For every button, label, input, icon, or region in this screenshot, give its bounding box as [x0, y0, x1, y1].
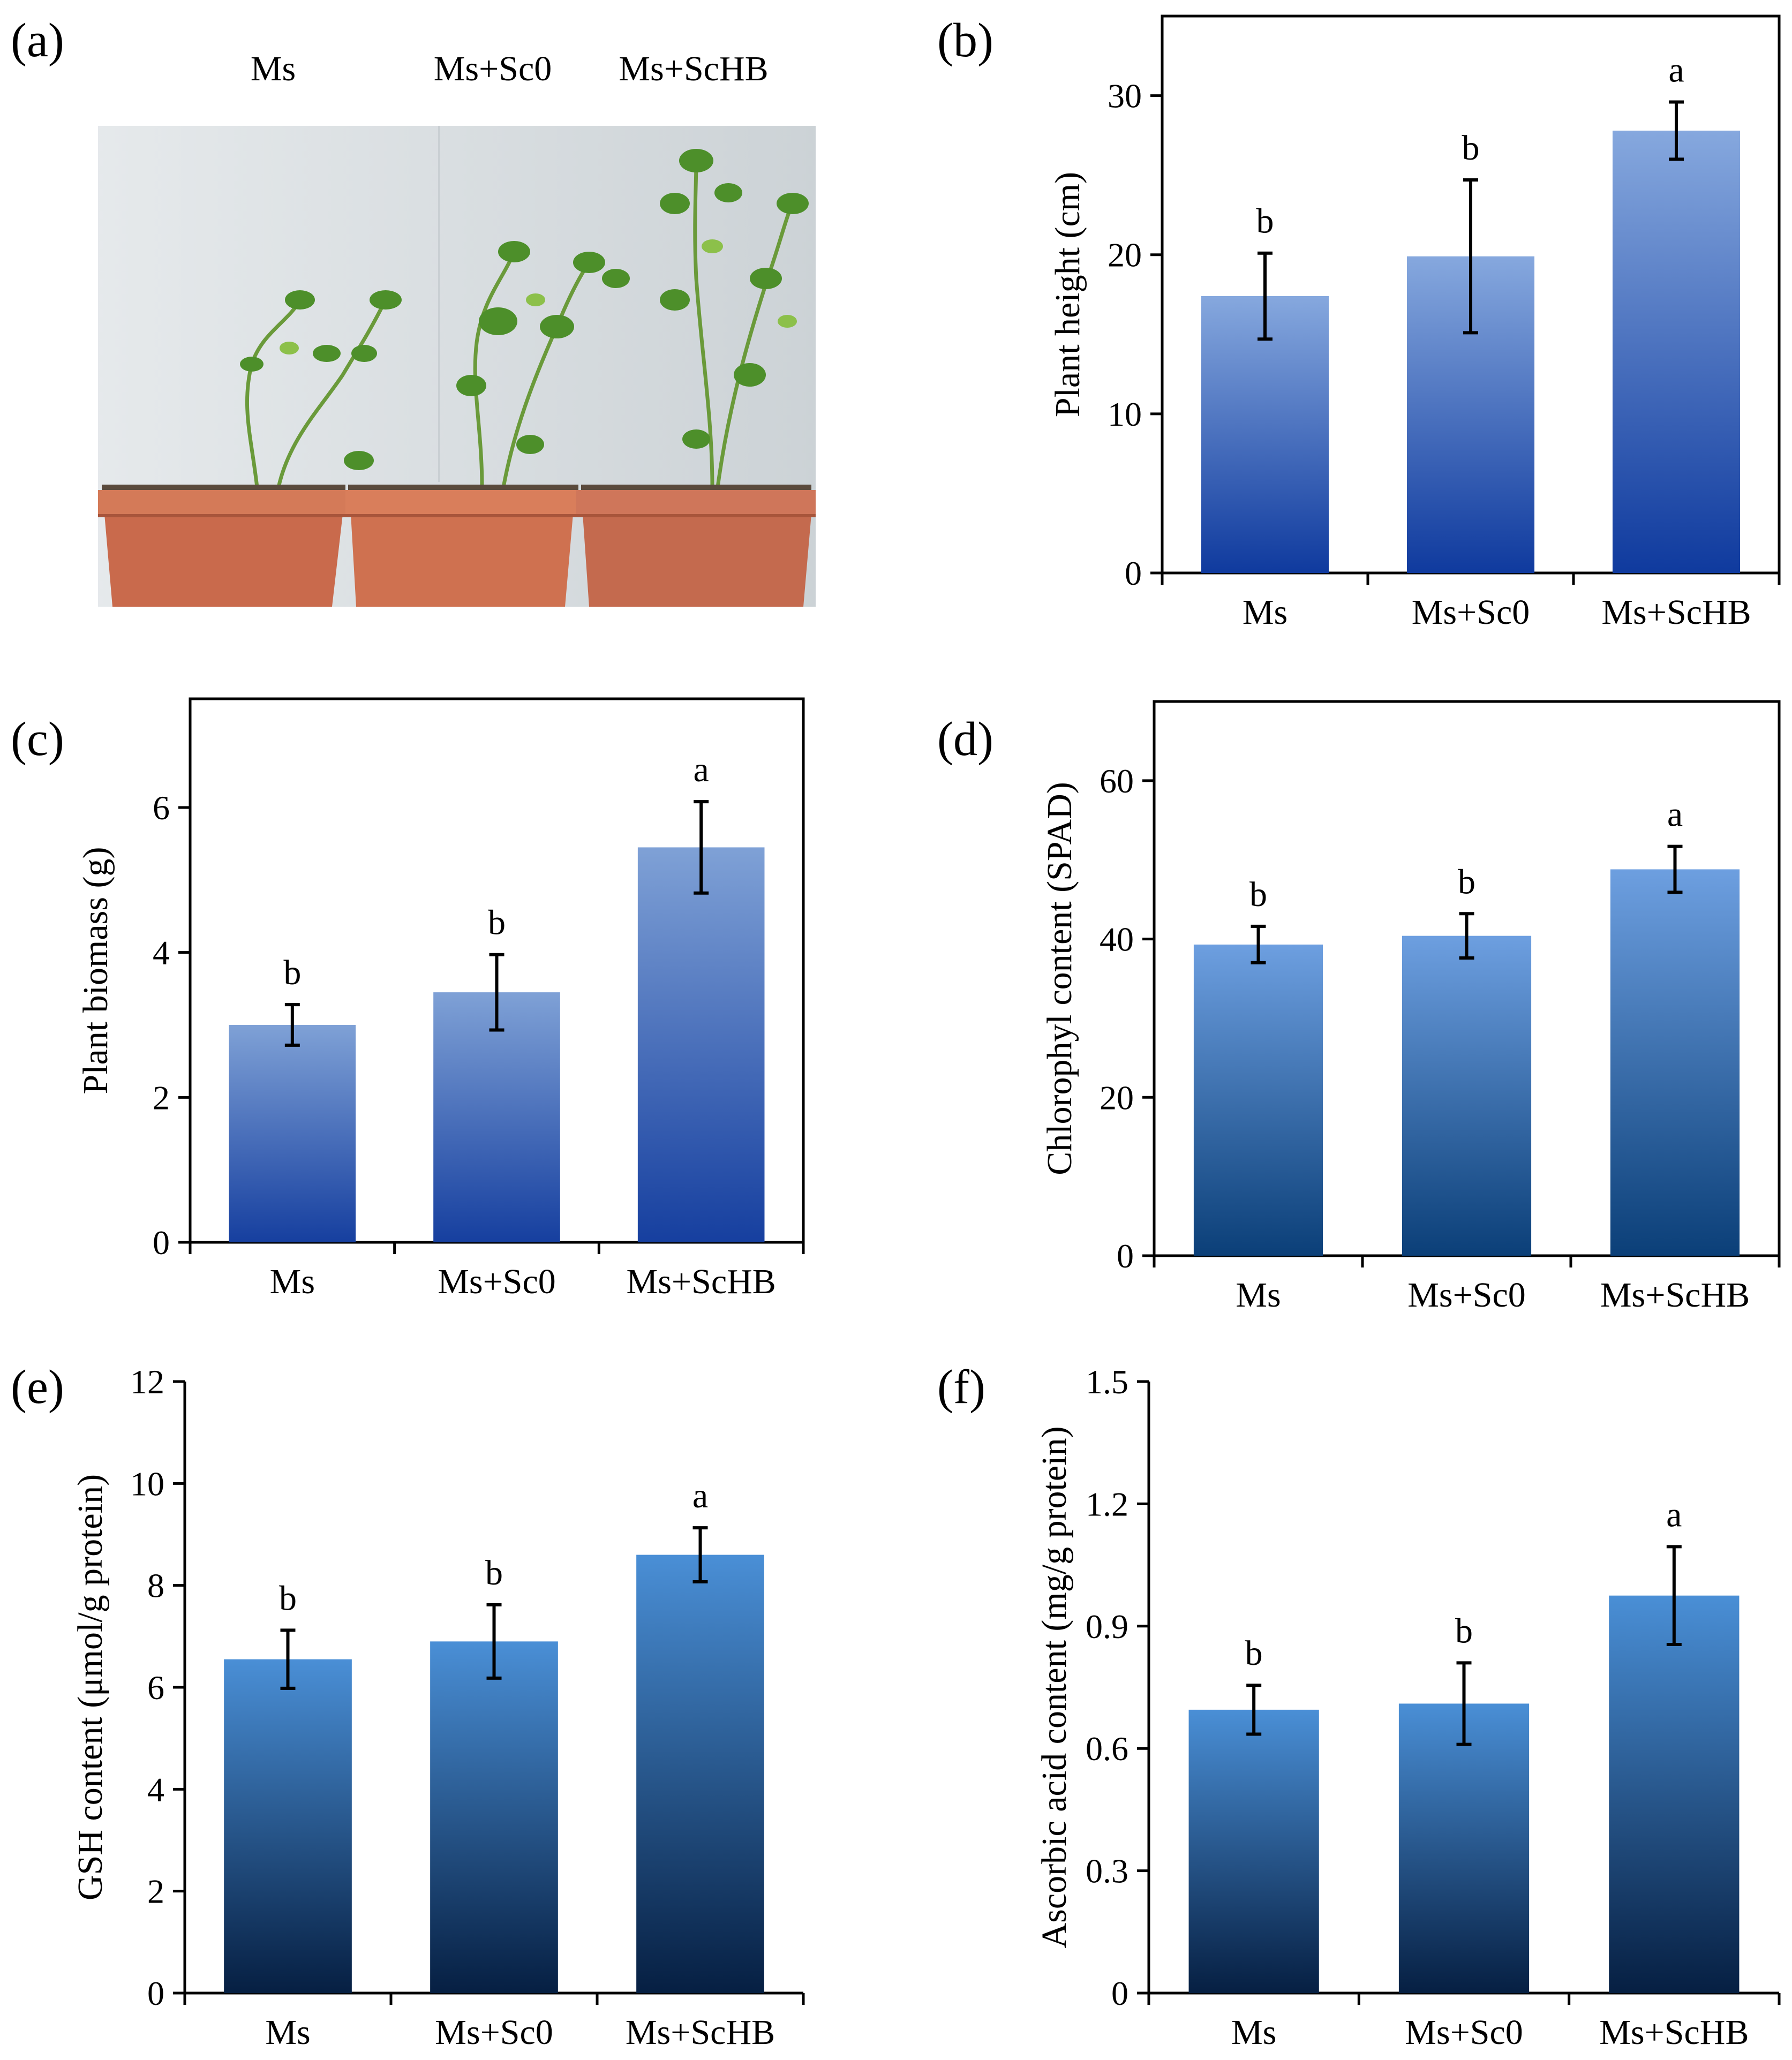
y-tick-label-e: 6 [147, 1669, 164, 1707]
photo-label-ms-sc0: Ms+Sc0 [434, 49, 552, 88]
y-axis-label-d: Chlorophyl content (SPAD) [1040, 782, 1079, 1175]
significance-letter-b-0: b [1256, 202, 1274, 241]
y-tick-label-d: 40 [1100, 920, 1134, 959]
panel-label-d: (d) [937, 713, 993, 766]
y-tick-label-e: 10 [130, 1465, 164, 1503]
y-tick-label-d: 20 [1100, 1078, 1134, 1116]
significance-letter-c-2: a [694, 750, 709, 789]
y-tick-label-f: 1.5 [1086, 1363, 1128, 1401]
potted-alfalfa-plants-photo [98, 126, 816, 607]
panel-a: (a) Ms Ms+Sc0 Ms+ScHB [11, 14, 816, 607]
x-category-label-e-2: Ms+ScHB [626, 2013, 775, 2052]
bar-b-2 [1612, 130, 1741, 573]
y-tick-label-e: 2 [147, 1873, 164, 1911]
x-category-label-f-2: Ms+ScHB [1599, 2013, 1749, 2052]
chart-panel-b: (b) 0 10 20 30 b Ms b Ms+Sc0 a Ms+ScHB Plant height… [937, 14, 1781, 632]
significance-letter-f-2: a [1666, 1495, 1682, 1534]
significance-letter-e-0: b [279, 1579, 297, 1618]
y-tick-label-d: 60 [1100, 762, 1134, 800]
bar-b-0 [1201, 296, 1329, 573]
significance-letter-e-1: b [485, 1553, 503, 1593]
bar-e-1 [430, 1641, 558, 1993]
photo-label-ms-schb: Ms+ScHB [619, 49, 768, 88]
x-category-label-e-1: Ms+Sc0 [435, 2013, 553, 2052]
photo-label-ms: Ms [251, 49, 296, 88]
significance-letter-e-2: a [692, 1476, 708, 1515]
panel-label-f: (f) [937, 1361, 985, 1414]
y-tick-label-d: 0 [1117, 1237, 1134, 1275]
panel-label-e: (e) [11, 1361, 64, 1414]
y-tick-label-e: 0 [147, 1974, 164, 2012]
y-axis-label-f: Ascorbic acid content (mg/g protein) [1035, 1426, 1074, 1948]
y-tick-label-c: 0 [153, 1224, 170, 1262]
y-tick-label-c: 2 [153, 1078, 170, 1116]
y-tick-label-c: 4 [153, 934, 170, 972]
chart-panel-d: (d) 0 20 40 60 b Ms b Ms+Sc0 a Ms+ScHB Chlorophyl c… [937, 700, 1781, 1315]
bar-c-2 [637, 847, 765, 1242]
y-tick-label-e: 12 [130, 1363, 164, 1401]
bar-e-0 [224, 1659, 352, 1993]
y-tick-label-b: 30 [1108, 77, 1142, 115]
y-tick-label-f: 1.2 [1086, 1485, 1128, 1523]
significance-letter-f-1: b [1455, 1611, 1473, 1650]
panel-label-c: (c) [11, 713, 64, 766]
x-category-label-f-1: Ms+Sc0 [1405, 2013, 1523, 2052]
panel-label-b: (b) [937, 14, 993, 67]
y-tick-label-b: 0 [1125, 554, 1142, 592]
x-category-label-c-2: Ms+ScHB [627, 1262, 776, 1301]
y-tick-label-b: 20 [1108, 236, 1142, 274]
x-category-label-d-0: Ms [1236, 1276, 1281, 1315]
y-axis-label-b: Plant height (cm) [1048, 172, 1087, 417]
x-category-label-b-0: Ms [1243, 593, 1287, 632]
bar-c-1 [433, 992, 560, 1242]
y-tick-label-f: 0 [1111, 1974, 1128, 2012]
x-category-label-d-1: Ms+Sc0 [1407, 1276, 1526, 1315]
significance-letter-f-0: b [1245, 1634, 1263, 1673]
chart-panel-c: (c) 0 2 4 6 b Ms b Ms+Sc0 a Ms+ScHB Plant biomass (… [11, 697, 805, 1301]
significance-letter-c-1: b [488, 903, 506, 942]
y-tick-label-f: 0.9 [1086, 1608, 1128, 1646]
chart-panel-e: (e) 0 2 4 6 8 10 12 b Ms b Ms+Sc0 a Ms+ScHB GSH conten… [11, 1361, 805, 2052]
bar-f-1 [1398, 1703, 1530, 1993]
y-tick-label-c: 6 [153, 789, 170, 827]
significance-letter-d-0: b [1249, 875, 1267, 914]
significance-letter-d-1: b [1458, 862, 1475, 901]
significance-letter-d-2: a [1667, 795, 1683, 834]
bar-c-0 [229, 1025, 356, 1242]
x-category-label-b-2: Ms+ScHB [1601, 593, 1751, 632]
y-tick-label-e: 4 [147, 1770, 164, 1808]
significance-letter-c-0: b [283, 953, 301, 992]
y-tick-label-f: 0.3 [1086, 1852, 1128, 1890]
bar-d-0 [1193, 944, 1323, 1256]
y-tick-label-e: 8 [147, 1567, 164, 1605]
y-tick-label-f: 0.6 [1086, 1730, 1128, 1768]
x-category-label-c-1: Ms+Sc0 [438, 1262, 556, 1301]
x-category-label-e-0: Ms [265, 2013, 310, 2052]
significance-letter-b-1: b [1462, 129, 1480, 168]
x-category-label-b-1: Ms+Sc0 [1412, 593, 1530, 632]
bar-e-2 [636, 1555, 764, 1993]
y-axis-label-e: GSH content (μmol/g protein) [71, 1474, 110, 1900]
x-category-label-f-0: Ms [1231, 2013, 1276, 2052]
panel-label-a: (a) [11, 14, 64, 67]
bar-d-1 [1402, 935, 1532, 1256]
bar-f-0 [1188, 1709, 1319, 1993]
x-category-label-c-0: Ms [270, 1262, 315, 1301]
significance-letter-b-2: a [1668, 50, 1684, 89]
x-category-label-d-2: Ms+ScHB [1600, 1276, 1750, 1315]
y-tick-label-b: 10 [1108, 395, 1142, 433]
bar-d-2 [1610, 869, 1740, 1256]
chart-panel-f: (f) 0 0.3 0.6 0.9 1.2 1.5 b Ms b Ms+Sc0 a Ms+ScHB Asc… [937, 1361, 1781, 2052]
y-axis-label-c: Plant biomass (g) [76, 847, 115, 1095]
bar-f-2 [1609, 1595, 1740, 1993]
